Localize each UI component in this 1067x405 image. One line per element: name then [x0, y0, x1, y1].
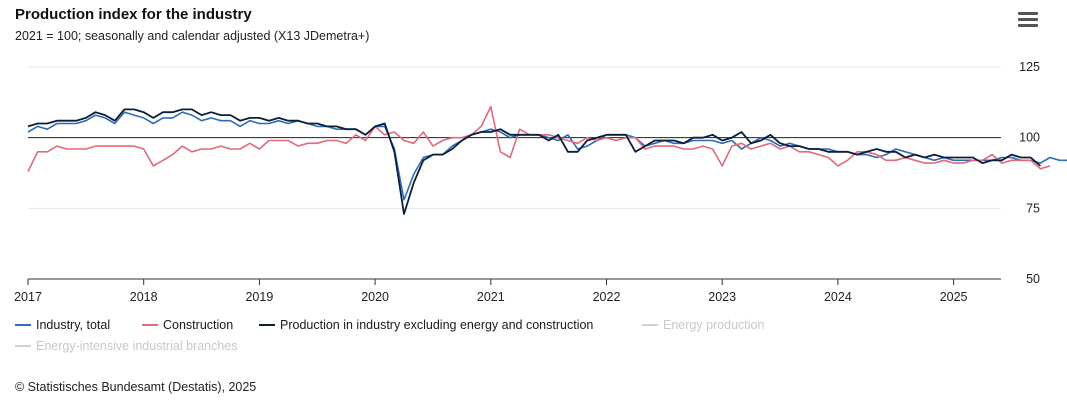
x-tick-label: 2017 [14, 290, 42, 304]
x-tick-label: 2020 [361, 290, 389, 304]
series-line-0 [27, 111, 1067, 201]
y-tick-label: 50 [1026, 272, 1040, 286]
x-tick-label: 2021 [477, 290, 505, 304]
x-tick-label: 2022 [593, 290, 621, 304]
legend-swatch [142, 324, 158, 326]
legend-item[interactable]: Industry, total [15, 318, 110, 332]
menu-bar [1018, 24, 1038, 27]
series-lines [27, 105, 1067, 215]
legend-item[interactable]: Energy production [642, 318, 764, 332]
y-tick-label: 125 [1019, 60, 1040, 74]
x-tick-label: 2025 [940, 290, 968, 304]
x-tick-label: 2018 [130, 290, 158, 304]
legend-item[interactable]: Energy-intensive industrial branches [15, 339, 238, 353]
legend-swatch [15, 324, 31, 326]
y-tick-label: 75 [1026, 201, 1040, 215]
legend-label: Energy production [663, 318, 765, 332]
credits-text: © Statistisches Bundesamt (Destatis), 20… [15, 380, 257, 394]
legend-swatch [15, 345, 31, 347]
series-line-1 [27, 105, 1051, 172]
legend-item[interactable]: Construction [142, 318, 233, 332]
chart-title: Production index for the industry [15, 6, 252, 23]
line-chart: 50 75 100 125 2017 2018 2019 2020 2021 2022 2023 20… [14, 60, 1067, 304]
hamburger-menu-icon[interactable] [1018, 12, 1038, 28]
legend-label: Construction [163, 318, 234, 332]
legend-swatch [642, 324, 658, 326]
grid-lines [28, 66, 1001, 209]
series-line-2 [27, 108, 1041, 215]
credits: © Statistisches Bundesamt (Destatis), 20… [15, 380, 256, 394]
legend-label: Energy-intensive industrial branches [36, 339, 238, 353]
legend-label: Industry, total [36, 318, 111, 332]
y-tick-label: 100 [1019, 131, 1040, 145]
x-tick-label: 2023 [708, 290, 736, 304]
menu-bar [1018, 12, 1038, 15]
legend-swatch [259, 324, 275, 326]
x-tick-label: 2024 [824, 290, 852, 304]
chart-subtitle: 2021 = 100; seasonally and calendar adju… [15, 29, 370, 43]
menu-bar [1018, 18, 1038, 21]
legend-label: Production in industry excluding energy … [280, 318, 594, 332]
legend-item[interactable]: Production in industry excluding energy … [259, 318, 593, 332]
axes: 50 75 100 125 2017 2018 2019 2020 2021 2022 2023 20… [14, 60, 1040, 304]
x-tick-label: 2019 [245, 290, 273, 304]
